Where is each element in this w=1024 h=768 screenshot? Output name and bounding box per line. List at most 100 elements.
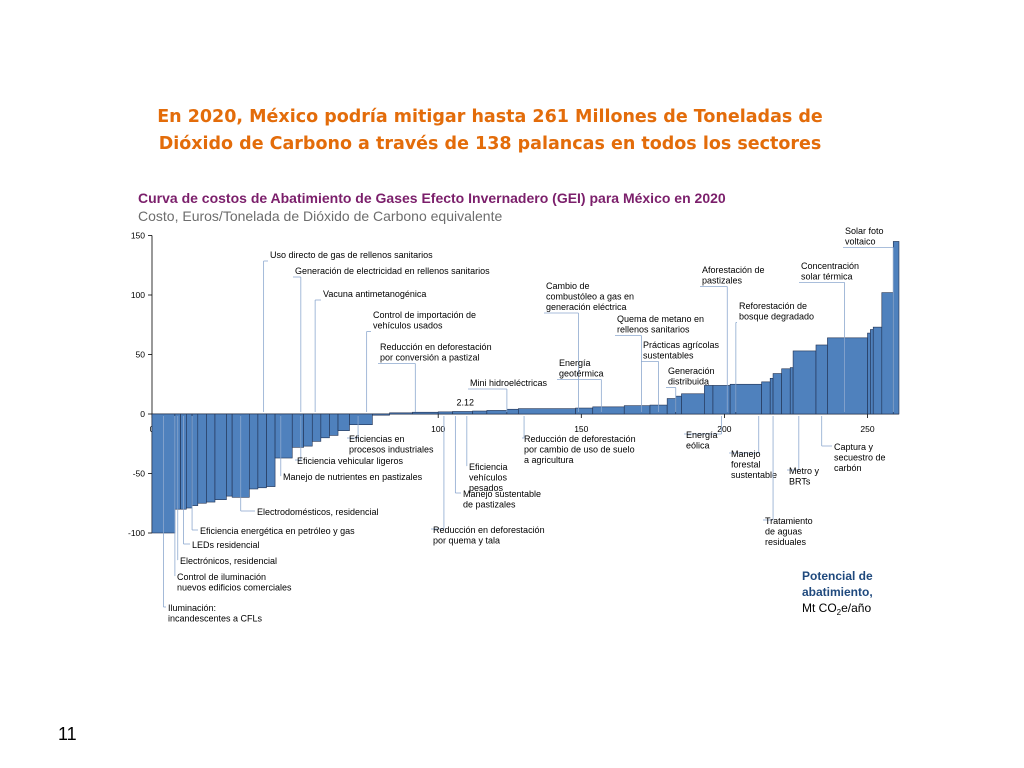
xlabel-unit: Mt CO2e/año: [802, 601, 871, 617]
bar: [881, 292, 894, 415]
bar: [291, 413, 304, 448]
bar: [452, 411, 473, 415]
annotation-label: Concentración solar térmica: [801, 261, 859, 282]
bar: [389, 412, 413, 415]
x-tick-label: 250: [860, 424, 874, 434]
annotation-label: Tratamiento de aguas residuales: [765, 516, 813, 547]
annotation-label: Uso directo de gas de rellenos sanitario…: [270, 250, 433, 260]
bar: [792, 350, 817, 415]
bar: [623, 405, 651, 415]
chart-xlabel: Potencial de abatimiento, Mt CO2e/año: [802, 569, 873, 617]
annotation-label: Manejo de nutrientes en pastizales: [283, 472, 423, 482]
bar: [274, 413, 293, 459]
bar: [266, 413, 276, 487]
annotation-label: Solar foto voltaico: [845, 226, 884, 247]
bar: [214, 413, 227, 500]
y-tick-label: 50: [136, 350, 146, 360]
annotation-label: Generación de electricidad en rellenos s…: [295, 266, 490, 276]
annotation-label: Generación distribuida: [668, 366, 715, 387]
chart-title: Curva de costos de Abatimiento de Gases …: [138, 190, 726, 206]
bar: [892, 241, 900, 415]
annotation-label: Captura y secuestro de carbón: [834, 442, 886, 473]
bar: [311, 413, 322, 442]
annotation-label: Reducción de deforestación por cambio de …: [524, 434, 636, 465]
annotation-label: Vacuna antimetanogénica: [323, 289, 426, 299]
bar: [303, 413, 313, 447]
bar: [827, 337, 868, 415]
annotation-label: Eficiencia vehicular ligeros: [297, 456, 404, 466]
annotation-label: Metro y BRTs: [789, 466, 820, 487]
xlabel-line-2: abatimiento,: [802, 585, 873, 599]
annotation-label: Control de importación de vehículos usado…: [373, 310, 476, 331]
bar: [518, 408, 576, 415]
annotation-label: Reducción en deforestación por conversión…: [380, 342, 492, 363]
annotation-label: Control de iluminación nuevos edificios c…: [177, 572, 292, 593]
bar: [761, 381, 771, 415]
bar: [729, 383, 737, 415]
annotation-label: Reforestación de bosque degradado: [739, 301, 814, 322]
annotation-label: Prácticas agrícolas sustentables: [643, 340, 720, 361]
bar-value-label: 2.12: [457, 397, 475, 407]
y-tick-label: 100: [131, 290, 145, 300]
bar: [870, 329, 874, 415]
page-number: 11: [58, 724, 77, 744]
annotation-label: Cambio de combustóleo a gas en generación …: [546, 281, 634, 312]
annotation-label: Energía eólica: [686, 430, 718, 451]
bar: [681, 393, 705, 415]
bar: [437, 411, 453, 415]
bar: [704, 385, 714, 415]
bar: [872, 326, 883, 415]
xlabel-line-1: Potencial de: [802, 569, 873, 583]
bar: [675, 395, 682, 415]
bar: [337, 413, 350, 431]
bar: [867, 332, 871, 415]
bar: [206, 413, 216, 503]
bar: [789, 367, 794, 415]
bar: [186, 413, 193, 509]
bar: [191, 413, 199, 506]
bar: [197, 413, 207, 504]
annotation-label: Eficiencias en procesos industriales: [349, 434, 434, 455]
x-tick-label: 100: [431, 424, 445, 434]
y-tick-label: 150: [131, 231, 145, 241]
annotation-label: Manejo forestal sustentable: [731, 449, 777, 480]
bar: [769, 377, 774, 415]
bar: [472, 410, 488, 415]
annotation-label: LEDs residencial: [192, 540, 260, 550]
bar: [320, 413, 330, 439]
bar: [781, 368, 791, 415]
chart-annotations: 2.12 Uso directo de gas de rellenos sanit…: [163, 226, 894, 624]
bar: [249, 413, 259, 490]
bar: [815, 344, 828, 415]
annotation-label: Aforestación de pastizales: [702, 265, 765, 286]
bar: [486, 410, 508, 415]
bar: [349, 413, 373, 426]
annotation-label: Reducción en deforestación por quema y ta…: [433, 525, 545, 546]
bar: [372, 413, 390, 416]
annotation-label: Electrodomésticos, residencial: [257, 507, 379, 517]
bar: [666, 398, 677, 415]
annotation-label: Quema de metano en rellenos sanitarios: [617, 314, 704, 335]
y-tick-label: -50: [133, 469, 146, 479]
annotation-label: Manejo sustentable de pastizales: [463, 489, 541, 510]
x-tick-label: 150: [574, 424, 588, 434]
y-tick-label: 0: [140, 409, 145, 419]
bar: [772, 373, 782, 415]
chart-subtitle: Costo, Euros/Tonelada de Dióxido de Carb…: [138, 208, 503, 224]
y-tick-label: -100: [128, 528, 145, 538]
annotation-label: Eficiencia energética en petróleo y gas: [200, 526, 355, 536]
annotation-label: Mini hidroeléctricas: [470, 378, 548, 388]
annotation-label: Energía geotérmica: [559, 358, 604, 379]
slide-title: En 2020, México podría mitigar hasta 261…: [157, 107, 823, 154]
annotation-label: Eficiencia vehículos pesados: [469, 462, 508, 493]
bar: [592, 406, 625, 415]
bar: [506, 408, 519, 415]
annotation-label: Electrónicos, residencial: [180, 556, 277, 566]
chart-bars: [151, 241, 900, 534]
bar: [226, 413, 233, 497]
bar: [257, 413, 267, 489]
x-tick-label: 200: [717, 424, 731, 434]
annotation-label: Iluminación: incandescentes a CFLs: [168, 603, 263, 624]
bar: [329, 413, 339, 436]
